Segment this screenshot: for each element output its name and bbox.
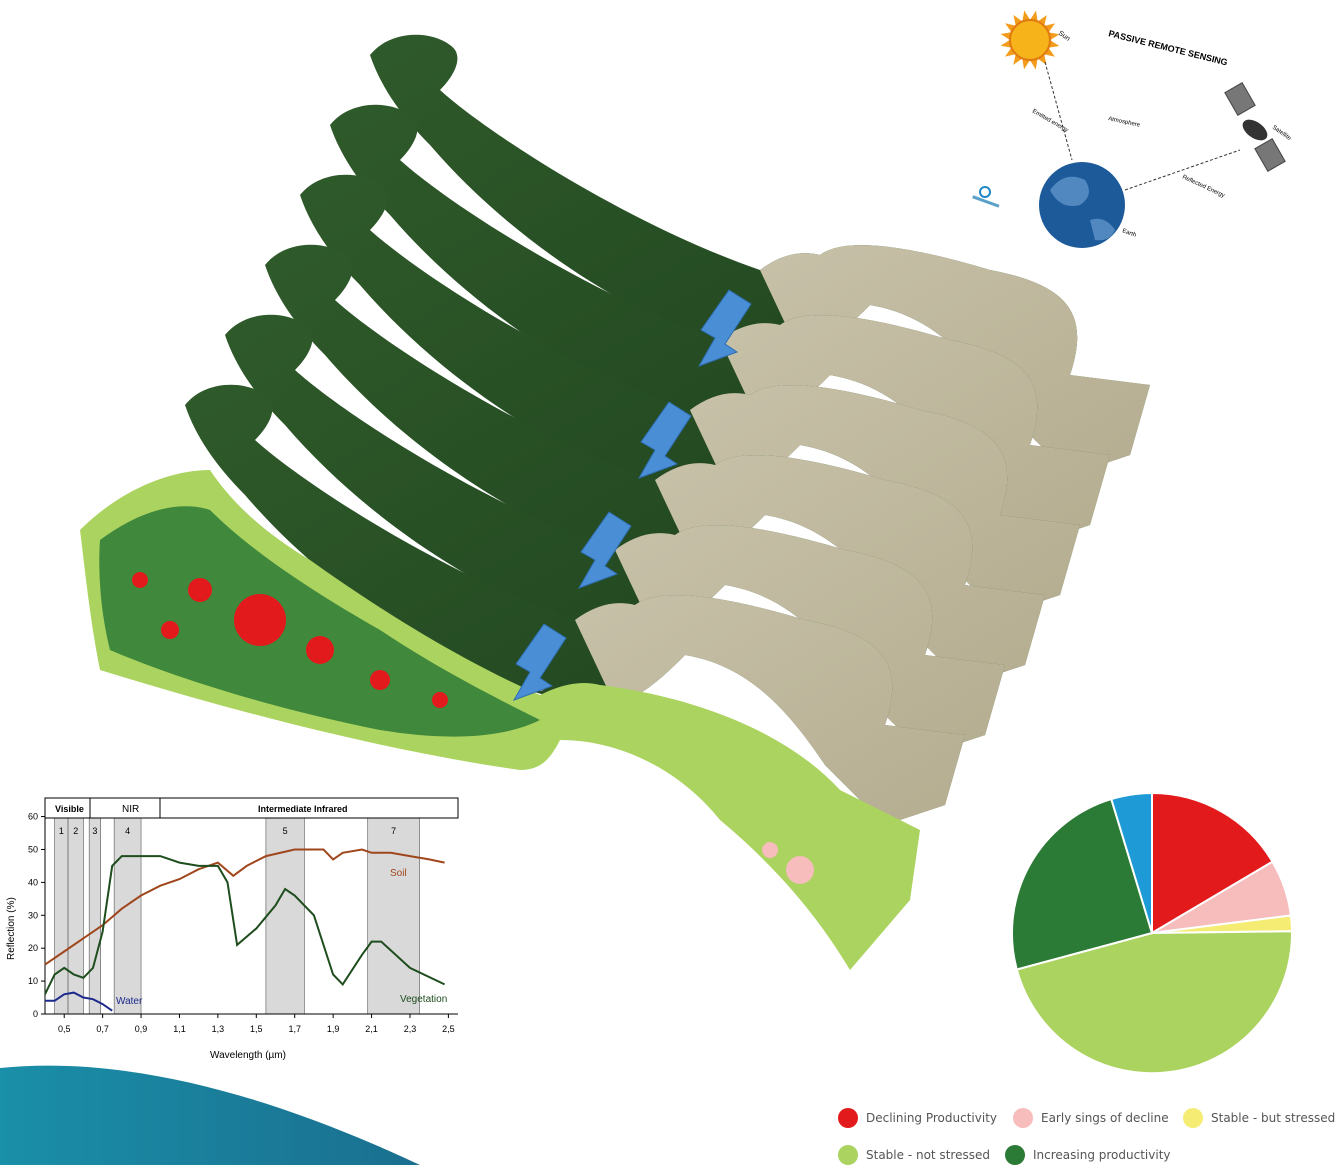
legend-label-stable-stressed: Stable - but stressed xyxy=(1211,1111,1336,1125)
water-label: Water xyxy=(116,996,143,1007)
band-number: 2 xyxy=(73,826,78,836)
band-header-visible: Visible xyxy=(55,804,84,814)
x-tick-label: 0,9 xyxy=(135,1024,148,1034)
diagram-title: PASSIVE REMOTE SENSING xyxy=(1108,28,1229,67)
pie-legend: Declining Productivity Early sings of de… xyxy=(838,1100,1338,1165)
x-tick-label: 0,5 xyxy=(58,1024,71,1034)
transition-arrow-icon xyxy=(637,401,692,479)
image-layer-2 xyxy=(330,104,1110,545)
band-number: 4 xyxy=(125,826,130,836)
logo-icon xyxy=(972,186,1000,208)
transition-arrow-icon xyxy=(512,623,567,701)
image-layer-1 xyxy=(370,34,1150,475)
soil-label: Soil xyxy=(390,868,407,879)
legend-item-early-decline: Early sings of decline xyxy=(1013,1108,1169,1128)
legend-item-stable-not-stressed: Stable - not stressed xyxy=(838,1145,990,1165)
vegetation-label: Vegetation xyxy=(400,994,447,1005)
y-axis-label: Reflection (%) xyxy=(6,897,17,960)
sun-icon xyxy=(1000,10,1060,70)
decorative-wave xyxy=(0,1065,420,1165)
y-tick-label: 50 xyxy=(28,844,38,854)
band-number: 5 xyxy=(283,826,288,836)
y-tick-label: 30 xyxy=(28,910,38,920)
y-tick-label: 0 xyxy=(33,1009,38,1019)
legend-item-increasing: Increasing productivity xyxy=(1005,1145,1171,1165)
emitted-label: Emitted energy xyxy=(1031,109,1069,134)
x-tick-label: 0,7 xyxy=(96,1024,109,1034)
spectral-band-5 xyxy=(265,817,305,1015)
reflected-label: Reflected Energy xyxy=(1181,174,1225,199)
x-tick-label: 1,3 xyxy=(212,1024,225,1034)
image-layer-5 xyxy=(225,314,1005,755)
x-tick-label: 1,9 xyxy=(327,1024,340,1034)
legend-item-declining: Declining Productivity xyxy=(838,1108,997,1128)
band-number: 1 xyxy=(59,826,64,836)
legend-item-stable-stressed: Stable - but stressed xyxy=(1183,1108,1335,1128)
pie-slice-other xyxy=(1110,791,1153,934)
band-header-box xyxy=(44,797,459,819)
declining-swatch xyxy=(838,1108,858,1128)
water-curve xyxy=(45,991,113,1012)
passive-remote-sensing-diagram: Sun PASSIVE REMOTE SENSING Emitted energ… xyxy=(972,10,1292,248)
soil-curve xyxy=(44,848,445,966)
y-tick-label: 10 xyxy=(28,976,38,986)
classified-productivity-map xyxy=(80,470,920,970)
y-tick-label: 40 xyxy=(28,877,38,887)
spectral-band-3 xyxy=(88,817,102,1015)
band-header-intermediate: Intermediate Infrared xyxy=(258,804,348,814)
vegetation-curve xyxy=(44,855,446,995)
y-tick-label: 60 xyxy=(28,812,38,822)
x-axis-label: Wavelength (µm) xyxy=(210,1050,286,1061)
y-tick-label: 20 xyxy=(28,943,38,953)
pie-slice-declining xyxy=(1151,791,1274,935)
x-tick-label: 2,3 xyxy=(404,1024,417,1034)
sun-label: Sun xyxy=(1057,30,1071,43)
x-tick-label: 1,1 xyxy=(173,1024,186,1034)
pie-slice-increasing xyxy=(1010,797,1154,971)
image-layer-3 xyxy=(300,174,1080,615)
stable-not-stressed-swatch xyxy=(838,1145,858,1165)
legend-label-early-decline: Early sings of decline xyxy=(1041,1111,1169,1125)
image-layer-6 xyxy=(185,384,965,825)
satellite-icon xyxy=(1224,82,1286,172)
earth-icon xyxy=(1039,162,1125,248)
early-decline-swatch xyxy=(1013,1108,1033,1128)
earth-label: Earth xyxy=(1121,228,1137,239)
transition-arrow-icon xyxy=(697,289,752,367)
spectral-band-2 xyxy=(67,817,84,1015)
spectral-band-1 xyxy=(54,817,69,1015)
spectral-band-6 xyxy=(367,817,420,1015)
spectral-band-4 xyxy=(113,817,142,1015)
band-number: 3 xyxy=(92,826,97,836)
band-number: 7 xyxy=(391,826,396,836)
stable-stressed-swatch xyxy=(1183,1108,1203,1128)
satellite-label: Satellite xyxy=(1271,125,1292,143)
atmosphere-label: Atmosphere xyxy=(1108,116,1142,129)
x-tick-label: 2,5 xyxy=(442,1024,455,1034)
band-header-nir: NIR xyxy=(122,804,139,815)
x-tick-label: 2,1 xyxy=(365,1024,378,1034)
emitted-ray xyxy=(1044,61,1073,161)
legend-label-increasing: Increasing productivity xyxy=(1033,1148,1171,1162)
reflected-ray xyxy=(1124,149,1241,191)
x-tick-label: 1,5 xyxy=(250,1024,263,1034)
legend-label-stable-not-stressed: Stable - not stressed xyxy=(866,1148,990,1162)
image-layer-4 xyxy=(265,244,1045,685)
legend-label-declining: Declining Productivity xyxy=(866,1111,998,1125)
pie-slice-stable-not-stressed xyxy=(1015,930,1294,1075)
increasing-swatch xyxy=(1005,1145,1025,1165)
x-tick-label: 1,7 xyxy=(288,1024,301,1034)
productivity-pie-chart xyxy=(1010,791,1294,1075)
transition-arrow-icon xyxy=(577,511,632,589)
